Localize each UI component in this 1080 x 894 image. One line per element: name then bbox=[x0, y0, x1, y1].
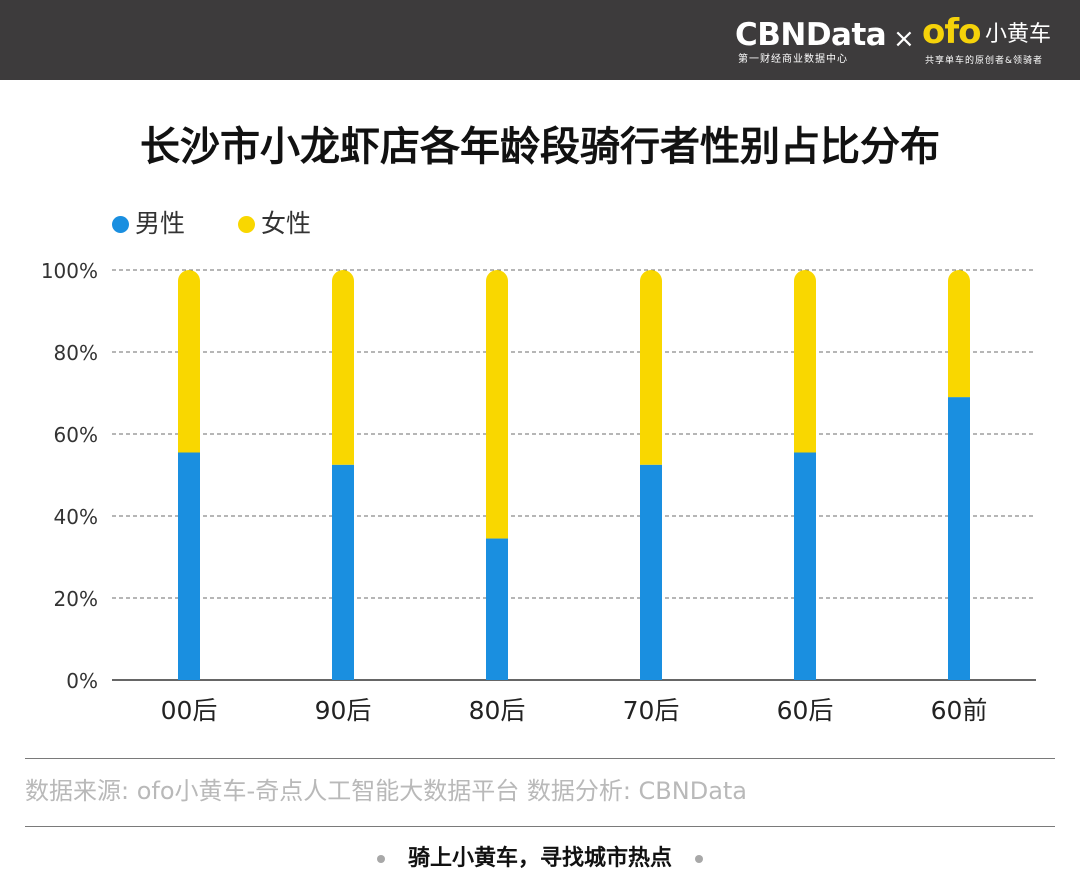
y-tick-label: 40% bbox=[54, 505, 98, 529]
x-tick-label: 80后 bbox=[469, 696, 526, 725]
slogan-bullet-left bbox=[376, 854, 385, 863]
footer-slogan: 骑上小黄车，寻找城市热点 bbox=[0, 840, 1080, 877]
x-tick-label: 60前 bbox=[931, 696, 988, 725]
divider-top bbox=[25, 758, 1055, 759]
x-tick-label: 00后 bbox=[161, 696, 218, 725]
header-banner: CBNData 第一财经商业数据中心 × ofo 小黄车 共享单车的原创者&领骑… bbox=[0, 0, 1080, 80]
bar-segment bbox=[332, 464, 354, 680]
ofo-tagline: 共享单车的原创者&领骑者 bbox=[925, 56, 1044, 66]
bar-segment bbox=[178, 452, 200, 680]
legend-marker-male bbox=[112, 216, 129, 233]
cbndata-logo: CBNData bbox=[735, 17, 887, 53]
bar-segment bbox=[640, 464, 662, 680]
bar-segment bbox=[948, 397, 970, 680]
ofo-brand-name: 小黄车 bbox=[985, 22, 1052, 47]
slogan-bullet-right bbox=[695, 854, 704, 863]
legend-marker-female bbox=[238, 216, 255, 233]
bar-segment bbox=[948, 270, 970, 398]
stacked-bar-chart: 0% 20% 40% 60% 80% 100% 00后 90后 80后 70后 60后 60前 bbox=[41, 259, 1036, 725]
bar-segment bbox=[640, 270, 662, 465]
bar-segment bbox=[794, 270, 816, 453]
cbndata-tagline: 第一财经商业数据中心 bbox=[738, 54, 848, 65]
bar-segment bbox=[332, 270, 354, 465]
ofo-logo: ofo bbox=[922, 12, 982, 52]
y-tick-label: 20% bbox=[54, 587, 98, 611]
bar-segment bbox=[794, 452, 816, 680]
bar-segment bbox=[486, 270, 508, 539]
bar-segment bbox=[178, 270, 200, 453]
divider-bottom bbox=[25, 826, 1055, 827]
legend-label-female: 女性 bbox=[261, 209, 312, 238]
x-tick-label: 60后 bbox=[777, 696, 834, 725]
y-tick-label: 80% bbox=[54, 341, 98, 365]
chart-title: 长沙市小龙虾店各年龄段骑行者性别占比分布 bbox=[140, 124, 940, 170]
bar-segment bbox=[486, 538, 508, 680]
x-tick-label: 70后 bbox=[623, 696, 680, 725]
data-source-note: 数据来源: ofo小黄车-奇点人工智能大数据平台 数据分析: CBNData bbox=[25, 777, 748, 805]
legend-label-male: 男性 bbox=[135, 209, 186, 238]
x-tick-label: 90后 bbox=[315, 696, 372, 725]
y-tick-label: 100% bbox=[41, 259, 98, 283]
y-tick-label: 60% bbox=[54, 423, 98, 447]
logo-separator: × bbox=[893, 24, 915, 54]
y-tick-label: 0% bbox=[66, 669, 98, 693]
slogan-text: 骑上小黄车，寻找城市热点 bbox=[407, 845, 672, 871]
